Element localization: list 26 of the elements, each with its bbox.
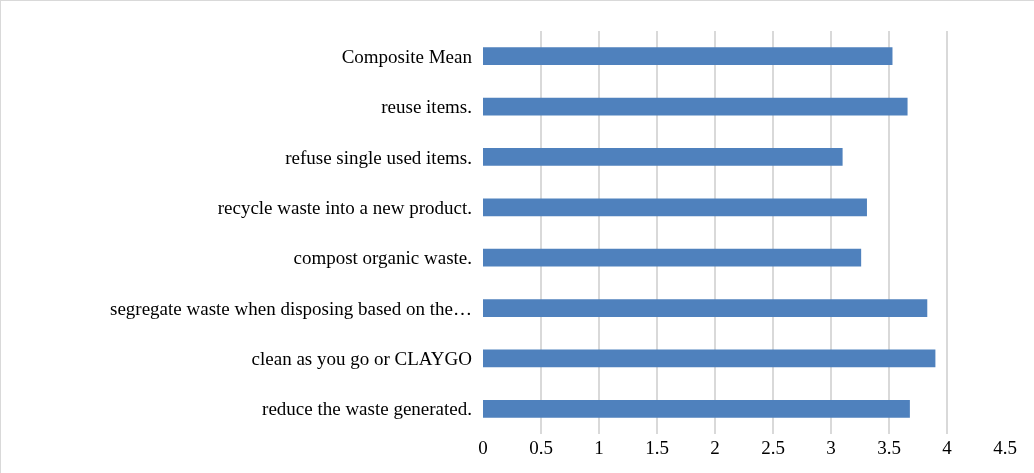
bar [483,400,910,418]
y-tick-label: clean as you go or CLAYGO [251,348,472,370]
bar [483,97,908,116]
bar [483,248,862,267]
y-tick-label: reuse items. [381,96,472,118]
x-tick-label: 1.5 [645,437,669,458]
y-tick-label: reduce the waste generated. [262,398,472,420]
y-tick-label: compost organic waste. [293,247,472,269]
bar [483,349,936,368]
x-tick-label: 3 [826,437,836,458]
bar [483,198,867,217]
y-tick-label: Composite Mean [341,45,473,67]
y-tick-label: segregate waste when disposing based on the… [110,297,472,319]
bar [483,148,843,166]
y-tick-label: refuse single used items. [285,146,472,168]
x-tick-label: 0.5 [529,437,553,458]
x-tick-label: 4.5 [993,437,1017,458]
x-tick-label: 3.5 [877,437,901,458]
x-tick-label: 4 [942,437,953,458]
x-tick-label: 2 [710,437,720,458]
x-tick-label: 0 [478,437,488,458]
bar [483,299,928,317]
bar [483,47,893,65]
y-tick-label: recycle waste into a new product. [217,196,472,218]
x-tick-label: 1 [594,437,604,458]
x-tick-label: 2.5 [761,437,785,458]
